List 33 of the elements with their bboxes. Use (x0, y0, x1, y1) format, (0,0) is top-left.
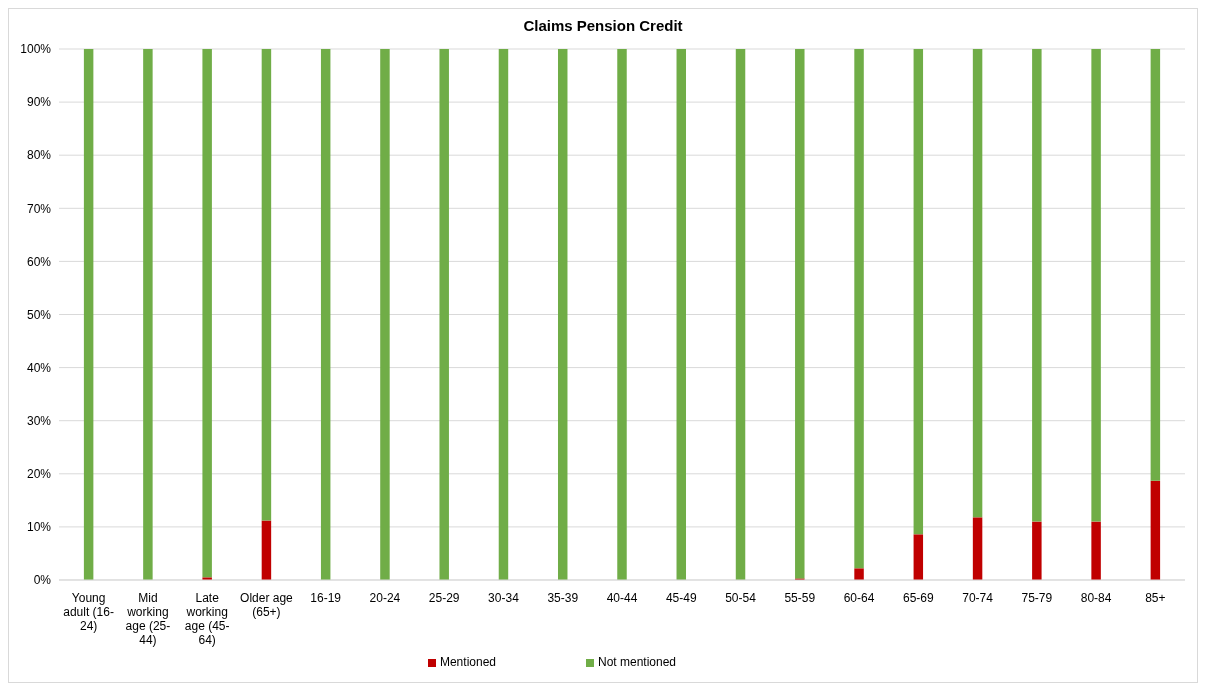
x-tick-label: 16-19 (310, 591, 342, 605)
y-tick-label: 20% (26, 467, 52, 482)
x-tick-label: 35-39 (547, 591, 579, 605)
y-tick-label: 40% (26, 360, 52, 375)
x-tick-label: Late working age (45-64) (184, 591, 230, 647)
chart-title: Claims Pension Credit (522, 16, 684, 36)
y-tick-label: 0% (33, 573, 52, 588)
y-tick-label: 50% (26, 307, 52, 322)
x-tick-label: Mid working age (25-44) (125, 591, 171, 647)
x-tick-label: 55-59 (784, 591, 816, 605)
y-tick-label: 10% (26, 520, 52, 535)
x-tick-label: 75-79 (1021, 591, 1053, 605)
y-tick-label: 90% (26, 95, 52, 110)
y-tick-label: 60% (26, 254, 52, 269)
legend-label: Not mentioned (598, 655, 677, 669)
x-tick-label: 40-44 (606, 591, 638, 605)
x-tick-label: 85+ (1145, 591, 1166, 605)
x-tick-label: 50-54 (725, 591, 757, 605)
x-tick-label: 80-84 (1080, 591, 1112, 605)
legend-label: Mentioned (439, 655, 496, 669)
x-tick-label: 45-49 (665, 591, 697, 605)
x-tick-label: 25-29 (428, 591, 460, 605)
y-tick-label: 100% (20, 42, 52, 57)
x-tick-label: 70-74 (962, 591, 994, 605)
x-tick-label: 20-24 (369, 591, 401, 605)
y-tick-label: 30% (26, 413, 52, 428)
x-tick-label: 60-64 (843, 591, 875, 605)
x-tick-label: 65-69 (902, 591, 934, 605)
x-tick-label: Older age (65+) (240, 591, 294, 619)
x-tick-label: 30-34 (488, 591, 520, 605)
y-tick-label: 80% (26, 148, 52, 163)
y-tick-label: 70% (26, 201, 52, 216)
x-tick-label: Young adult (16-24) (63, 591, 114, 633)
